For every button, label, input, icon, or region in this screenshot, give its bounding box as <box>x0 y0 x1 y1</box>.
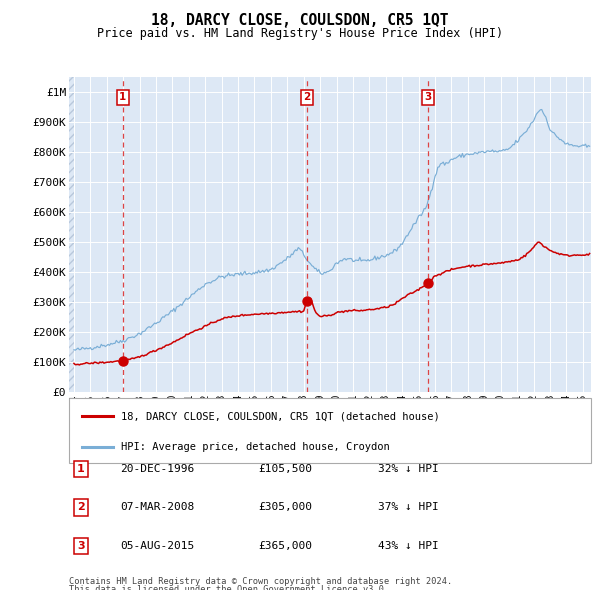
Text: £365,000: £365,000 <box>258 541 312 550</box>
Text: 2: 2 <box>303 92 310 102</box>
Text: 07-MAR-2008: 07-MAR-2008 <box>120 503 194 512</box>
Text: Price paid vs. HM Land Registry's House Price Index (HPI): Price paid vs. HM Land Registry's House … <box>97 27 503 40</box>
Text: 37% ↓ HPI: 37% ↓ HPI <box>378 503 439 512</box>
Text: £105,500: £105,500 <box>258 464 312 474</box>
Text: 43% ↓ HPI: 43% ↓ HPI <box>378 541 439 550</box>
Text: 1: 1 <box>77 464 85 474</box>
Text: 3: 3 <box>77 541 85 550</box>
Text: 3: 3 <box>425 92 432 102</box>
Text: HPI: Average price, detached house, Croydon: HPI: Average price, detached house, Croy… <box>121 442 390 452</box>
Text: 18, DARCY CLOSE, COULSDON, CR5 1QT: 18, DARCY CLOSE, COULSDON, CR5 1QT <box>151 13 449 28</box>
Bar <box>69 77 74 392</box>
Text: 1: 1 <box>119 92 127 102</box>
Text: £305,000: £305,000 <box>258 503 312 512</box>
Text: This data is licensed under the Open Government Licence v3.0.: This data is licensed under the Open Gov… <box>69 585 389 590</box>
Text: 05-AUG-2015: 05-AUG-2015 <box>120 541 194 550</box>
Text: 2: 2 <box>77 503 85 512</box>
FancyBboxPatch shape <box>69 398 591 463</box>
Text: 20-DEC-1996: 20-DEC-1996 <box>120 464 194 474</box>
Text: 18, DARCY CLOSE, COULSDON, CR5 1QT (detached house): 18, DARCY CLOSE, COULSDON, CR5 1QT (deta… <box>121 411 440 421</box>
Text: Contains HM Land Registry data © Crown copyright and database right 2024.: Contains HM Land Registry data © Crown c… <box>69 577 452 586</box>
Text: 32% ↓ HPI: 32% ↓ HPI <box>378 464 439 474</box>
